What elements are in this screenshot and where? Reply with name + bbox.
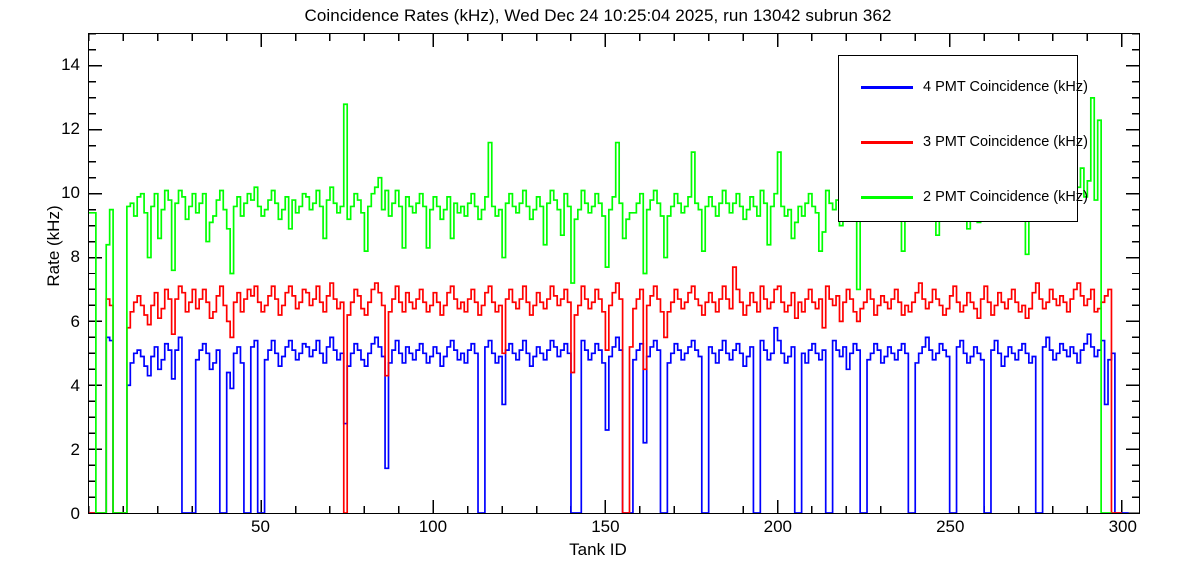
y-tick-label: 0 xyxy=(70,504,80,523)
y-tick-label: 14 xyxy=(61,55,80,75)
y-tick-label: 4 xyxy=(70,375,80,395)
legend-entry[interactable]: 3 PMT Coincidence (kHz) xyxy=(839,132,1088,152)
y-tick-label: 8 xyxy=(70,247,80,267)
x-axis-label: Tank ID xyxy=(569,540,627,559)
legend-label: 4 PMT Coincidence (kHz) xyxy=(923,79,1088,95)
legend-entry[interactable]: 2 PMT Coincidence (kHz) xyxy=(839,187,1088,207)
x-tick-label: 250 xyxy=(936,517,965,536)
legend-color-swatch xyxy=(861,86,913,89)
legend-color-swatch xyxy=(861,141,913,144)
x-tick-label: 200 xyxy=(763,517,793,536)
legend-label: 3 PMT Coincidence (kHz) xyxy=(923,134,1088,150)
series-line xyxy=(89,266,1122,513)
legend-color-swatch xyxy=(861,196,913,199)
x-tick-label: 300 xyxy=(1108,517,1137,536)
y-tick-label: 6 xyxy=(70,311,80,331)
y-tick-label: 10 xyxy=(61,183,80,203)
x-tick-label: 100 xyxy=(418,517,448,536)
y-tick-label: 12 xyxy=(61,119,80,139)
legend-label: 2 PMT Coincidence (kHz) xyxy=(923,189,1088,205)
x-tick-label: 150 xyxy=(591,517,620,536)
x-tick-label: 50 xyxy=(250,517,270,536)
y-axis-label: Rate (kHz) xyxy=(44,205,63,287)
legend-entry[interactable]: 4 PMT Coincidence (kHz) xyxy=(839,77,1088,97)
series-line xyxy=(89,326,1129,513)
axis-ticks xyxy=(89,34,1139,513)
chart-legend: 4 PMT Coincidence (kHz) 3 PMT Coincidence… xyxy=(838,55,1088,222)
chart-title: Coincidence Rates (kHz), Wed Dec 24 10:2… xyxy=(304,6,892,25)
series-container xyxy=(89,34,1139,513)
y-tick-label: 2 xyxy=(70,439,80,459)
